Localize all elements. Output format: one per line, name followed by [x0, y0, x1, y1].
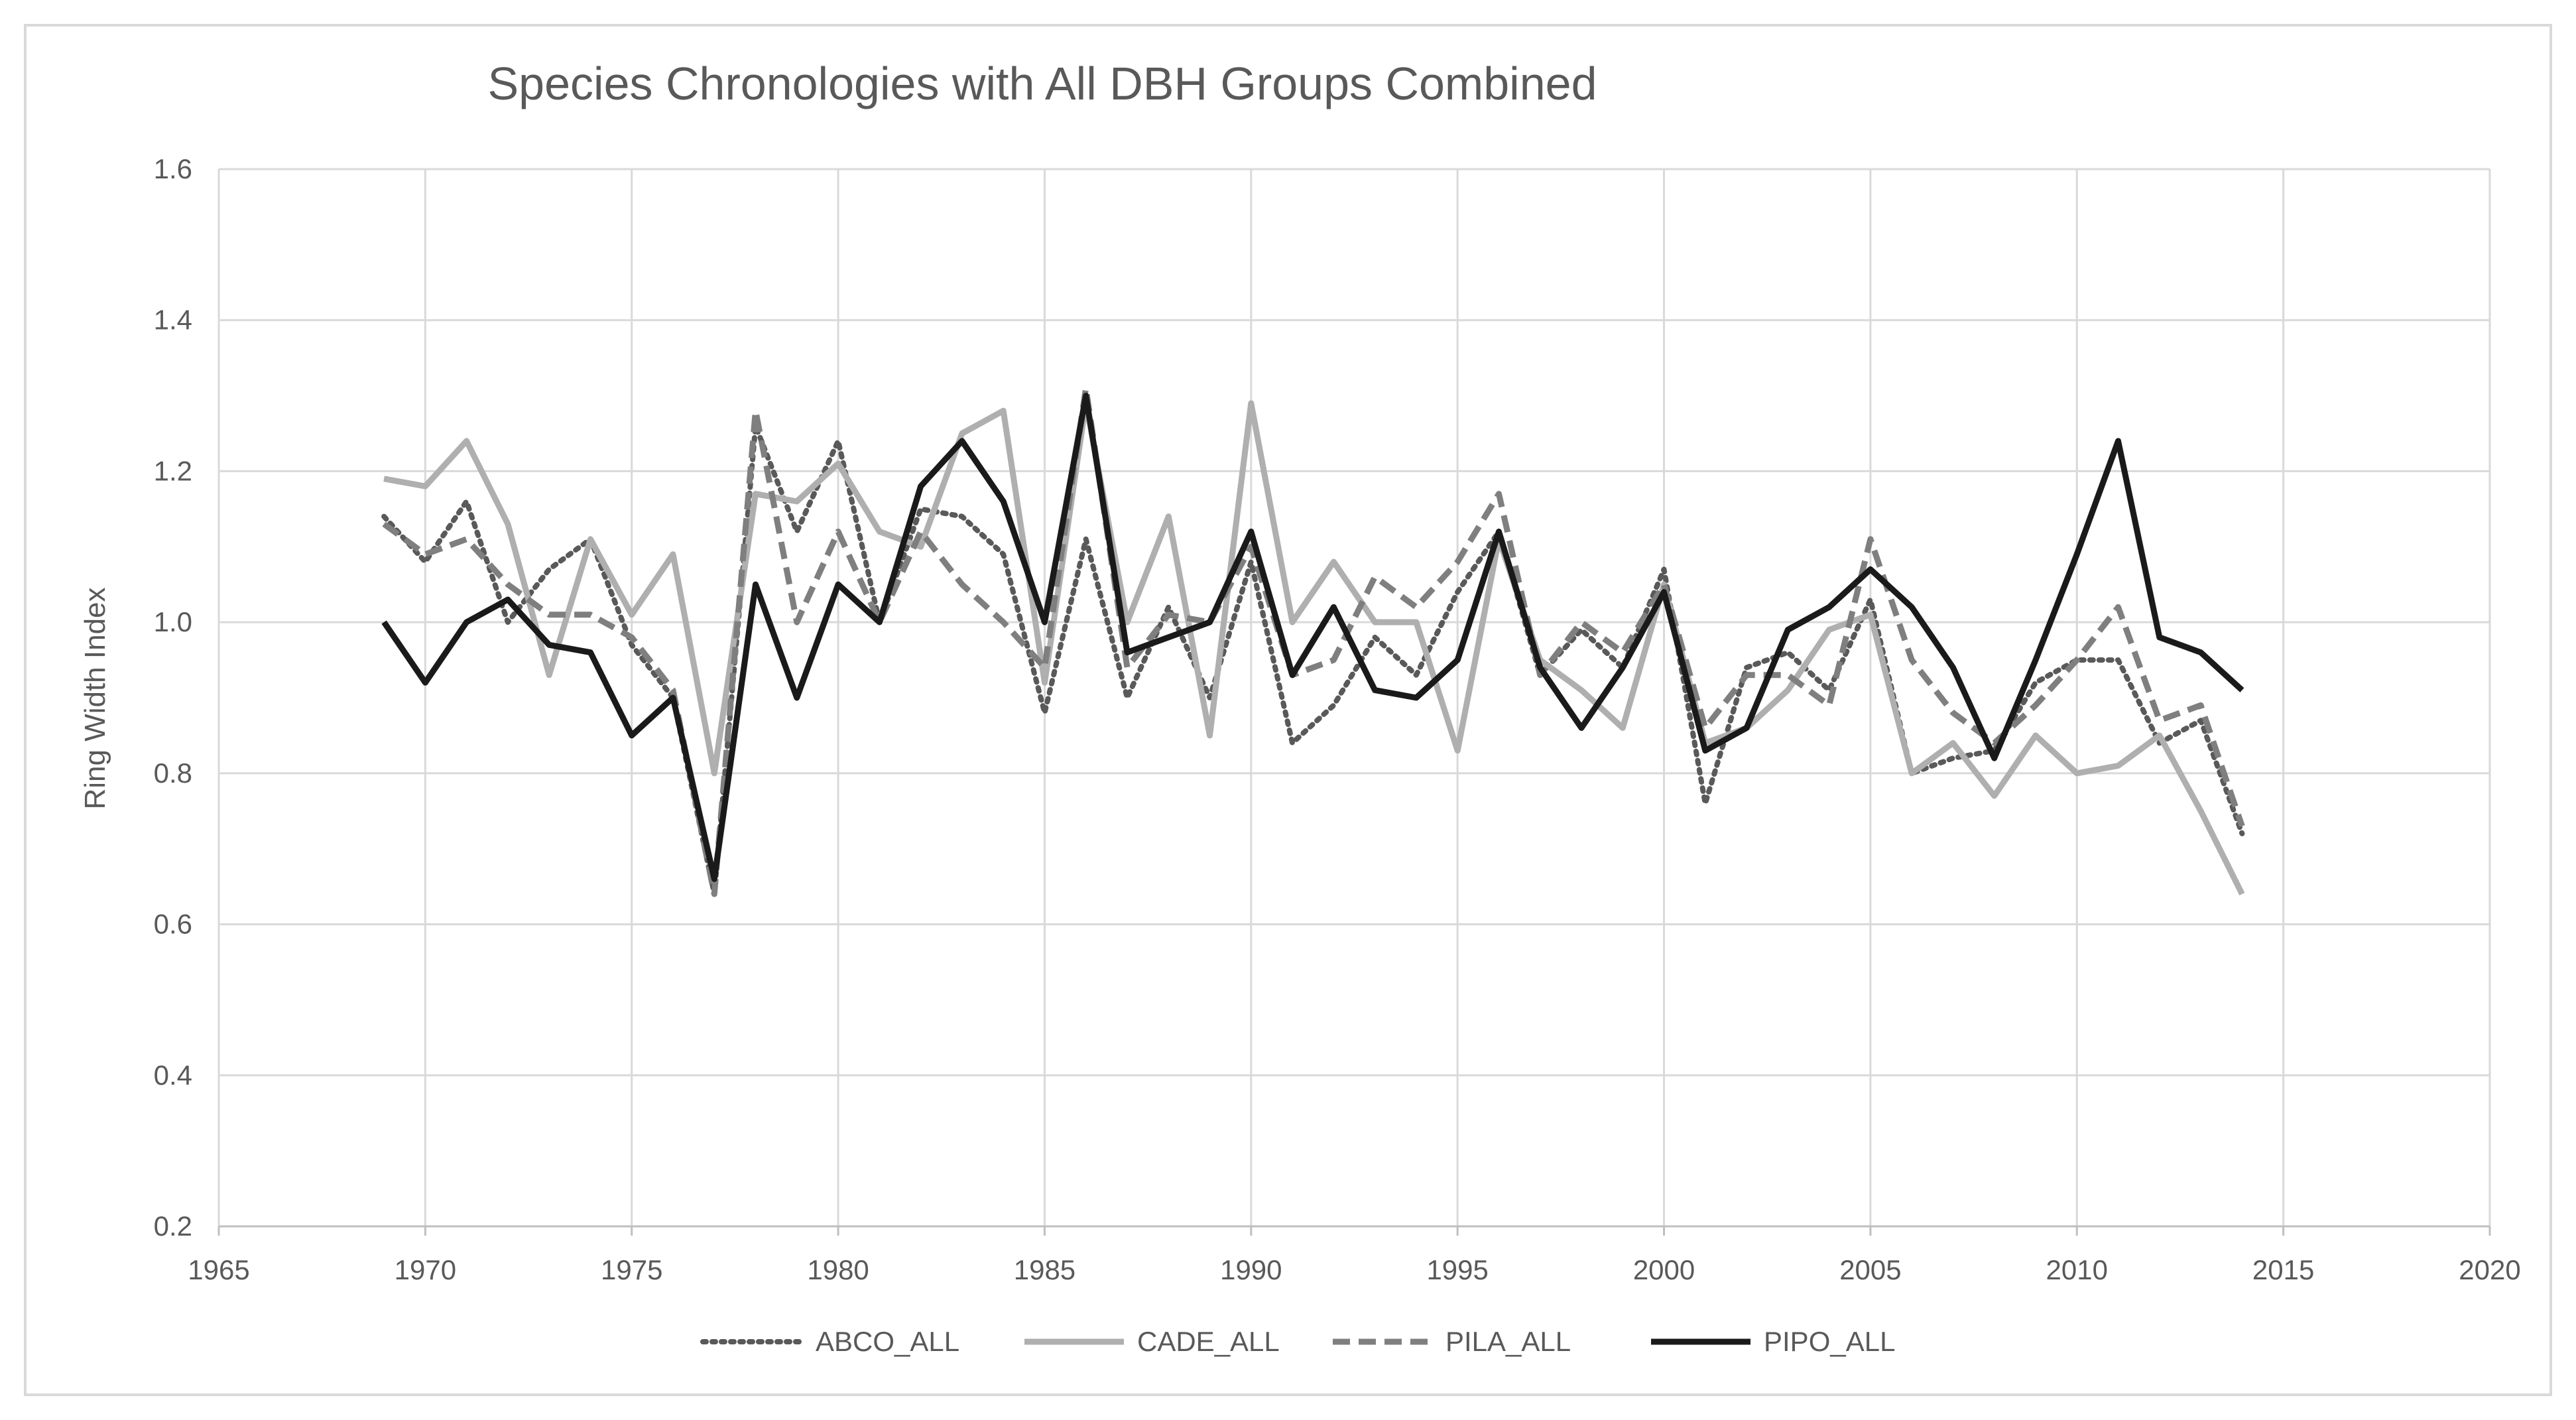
legend: ABCO_ALL CADE_ALL PILA_ALL PIPO_ALL: [700, 1326, 1895, 1357]
y-tick-label: 0.2: [154, 1210, 192, 1242]
series-line-pipo-all: [381, 393, 2244, 882]
y-tick-label: 0.6: [154, 909, 192, 940]
x-tick-label: 1995: [1426, 1254, 1488, 1285]
legend-label: PILA_ALL: [1445, 1326, 1571, 1357]
legend-label: PIPO_ALL: [1764, 1326, 1895, 1357]
x-axis-ticks: 1965 1970 1975 1980 1985 1990 1995 2000 2005 2010…: [188, 1254, 2520, 1285]
series-lines: [381, 385, 2245, 897]
legend-label: ABCO_ALL: [816, 1326, 959, 1357]
y-tick-label: 0.4: [154, 1059, 192, 1090]
x-tick-label: 1980: [807, 1254, 869, 1285]
grid: [217, 168, 2491, 1236]
x-tick-label: 1965: [188, 1254, 249, 1285]
y-tick-label: 0.8: [154, 757, 192, 789]
x-tick-label: 2000: [1633, 1254, 1695, 1285]
x-tick-label: 1990: [1220, 1254, 1282, 1285]
chart-frame: [24, 24, 2552, 1396]
x-tick-label: 2005: [1839, 1254, 1901, 1285]
y-tick-label: 1.0: [154, 606, 192, 637]
x-tick-label: 2020: [2459, 1254, 2520, 1285]
y-tick-label: 1.2: [154, 455, 192, 486]
y-axis-label: Ring Width Index: [79, 587, 111, 809]
x-tick-label: 1985: [1014, 1254, 1075, 1285]
y-tick-label: 1.4: [154, 304, 192, 336]
legend-label: CADE_ALL: [1137, 1326, 1280, 1357]
x-tick-label: 1970: [395, 1254, 456, 1285]
y-tick-label: 1.6: [154, 153, 192, 184]
x-tick-label: 2015: [2252, 1254, 2314, 1285]
x-tick-label: 2010: [2046, 1254, 2108, 1285]
series-line-cade-all: [383, 400, 2245, 896]
x-tick-label: 1975: [601, 1254, 662, 1285]
y-axis-ticks: 0.2 0.4 0.6 0.8 1.0 1.2 1.4 1.6: [154, 153, 192, 1242]
series-line-abco-all: [381, 423, 2245, 897]
chart-title: Species Chronologies with All DBH Groups…: [487, 58, 1597, 109]
